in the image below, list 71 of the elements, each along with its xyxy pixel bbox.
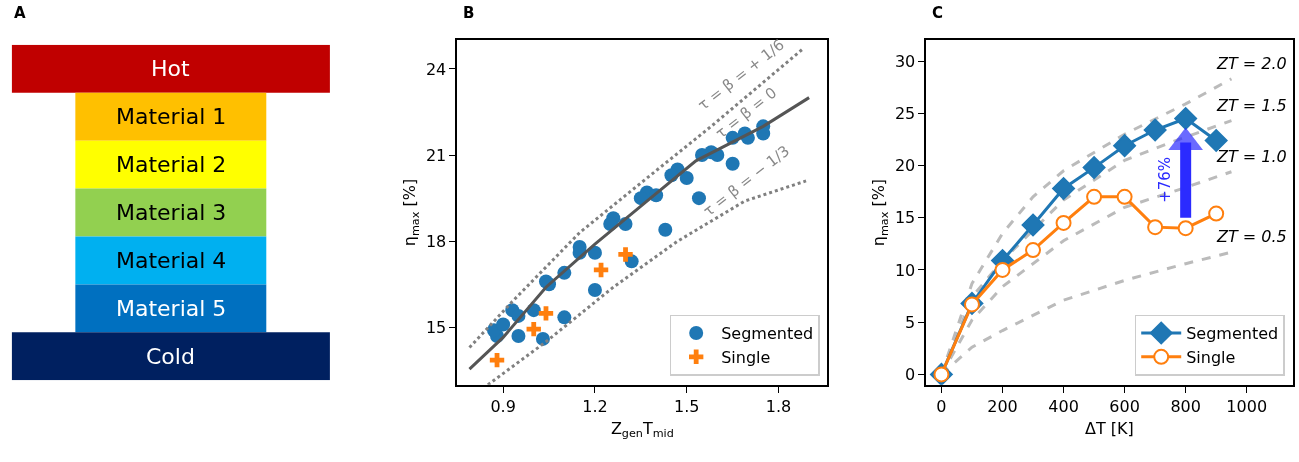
x-tick-label: 1.5 [673,396,700,416]
point [1204,129,1228,152]
legend-label: Segmented [1186,324,1279,344]
x-tick-label: 0.9 [490,396,516,416]
text: Material 2 [116,152,227,177]
annotation: τ = β = − 1/3 [699,141,794,221]
point [1086,188,1103,205]
point [538,306,554,321]
point [511,329,526,344]
y-tick-label: 10 [894,260,916,280]
point [1174,107,1198,130]
point [1177,220,1194,237]
point [679,171,694,186]
point [1082,156,1106,180]
legend-label: Segmented [721,324,814,344]
point [691,191,706,206]
x-tick-label: 400 [1048,396,1079,416]
y-tick-label: 25 [894,103,916,123]
x-tick-label: 1000 [1226,396,1268,416]
legend-label: Single [721,348,771,368]
point [489,352,505,368]
point [1052,177,1075,200]
annotation: ZT = 1.5 [1216,96,1287,115]
annotation: ZT = 0.5 [1216,227,1287,246]
text: Hot [151,56,190,81]
point [557,310,572,325]
y-tick-label: 30 [894,51,916,71]
x-axis-title: Z$_{gen}$T$_{mid}$ [610,419,674,441]
x-tick-label: 200 [987,396,1018,416]
point [1021,213,1045,237]
text: A [14,4,26,22]
x-tick-label: 1.2 [582,396,608,416]
point [1025,242,1042,259]
point [618,247,633,262]
text: Material 3 [116,200,227,225]
x-tick-label: 600 [1109,396,1140,416]
point [1208,205,1225,222]
text: Cold [146,344,195,369]
point [526,321,541,337]
y-tick-label: 0 [905,365,916,384]
text: Material 1 [116,104,227,129]
text: Material 5 [116,296,227,321]
x-axis-title: ΔT [K] [1084,419,1134,438]
x-tick-label: 800 [1170,396,1201,416]
point [725,156,740,171]
text: +76% [1155,156,1174,203]
point [1116,188,1133,205]
x-tick-label: 1.8 [765,396,792,416]
point [587,283,602,298]
y-tick-label: 18 [425,231,447,251]
x-tick-label: 0 [936,396,947,416]
y-tick-label: 21 [425,145,447,165]
y-tick-label: 5 [905,312,916,332]
point [587,245,602,260]
y-tick-label: 15 [425,318,447,337]
chart-title: B [463,4,475,22]
annotation: ZT = 2.0 [1216,54,1287,73]
text: Material 4 [116,248,227,273]
point [1055,214,1072,231]
y-tick-label: 20 [894,156,916,176]
y-tick-label: 24 [425,59,447,79]
point [994,261,1011,278]
point [1147,219,1164,236]
chart-title: C [932,4,944,22]
annotation: ZT = 1.0 [1216,147,1287,166]
point [1113,134,1137,158]
y-tick-label: 15 [894,208,916,228]
legend-label: Single [1186,348,1236,368]
point [1143,118,1167,142]
point [496,317,511,332]
point [658,222,673,237]
